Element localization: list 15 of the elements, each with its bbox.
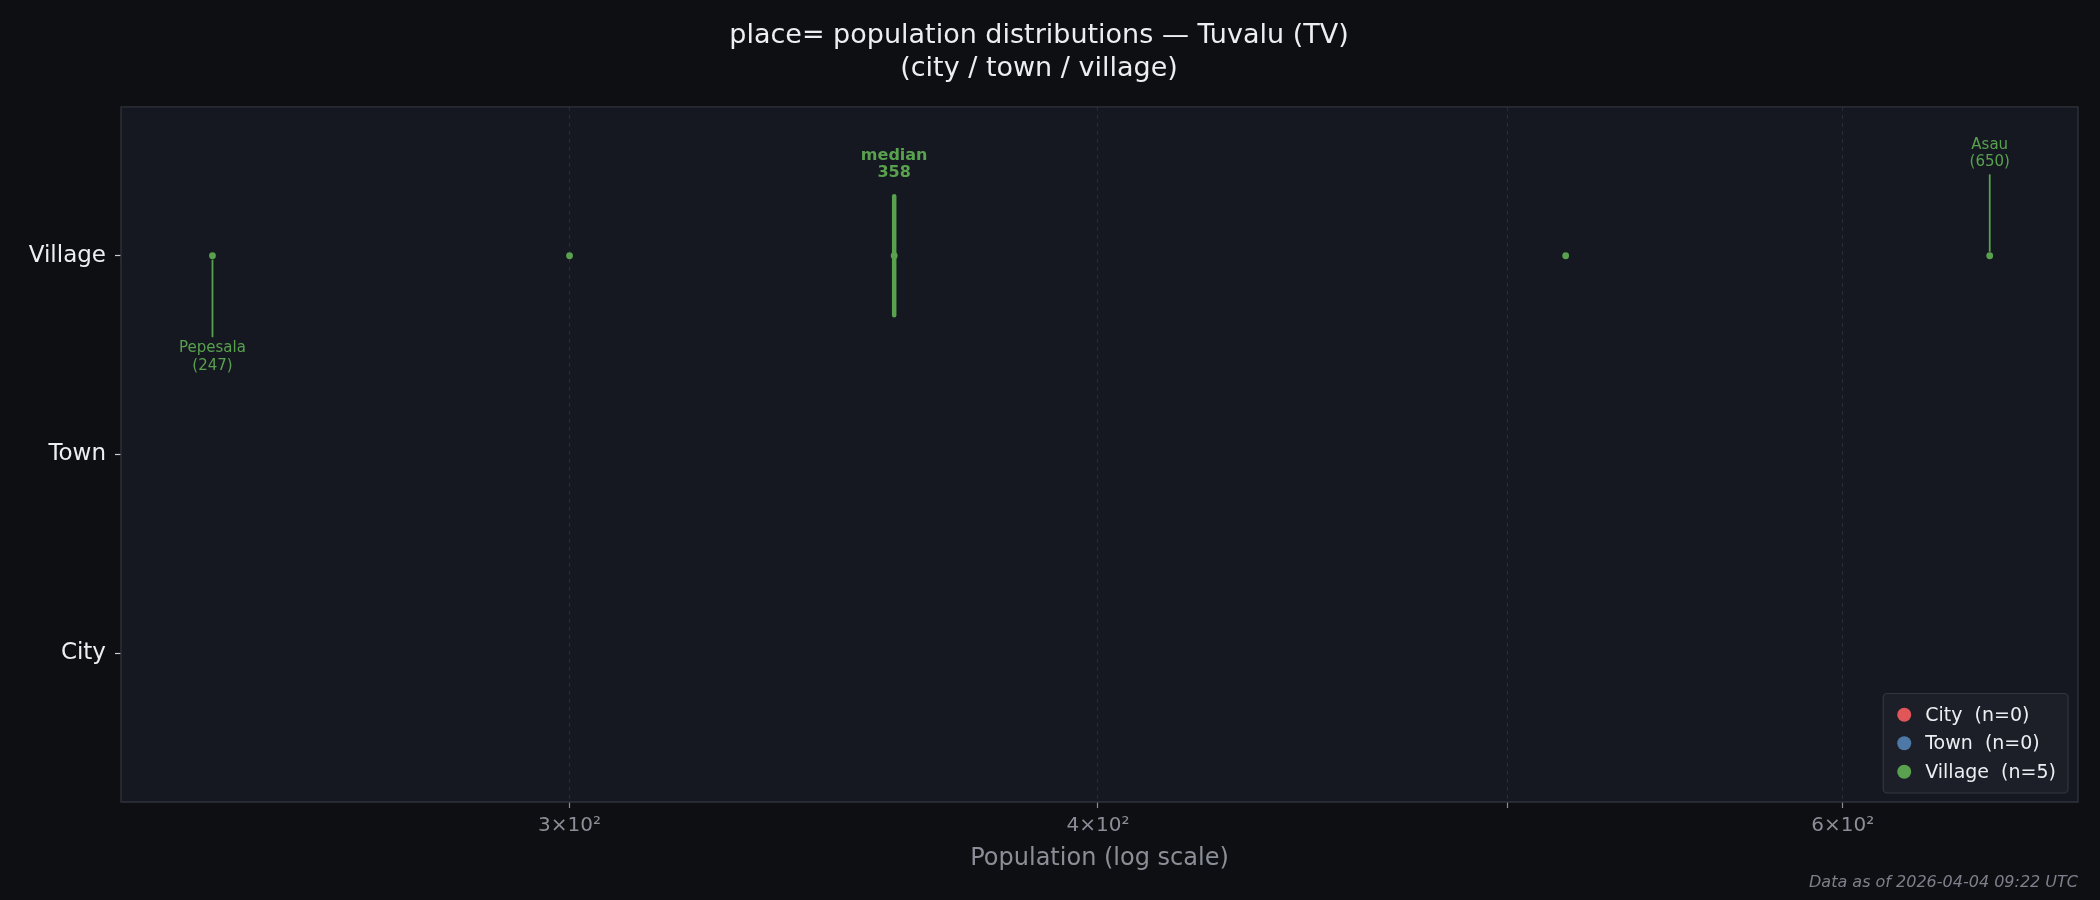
chart-title: place= population distributions — Tuvalu (TV) (city / town / village) <box>729 18 1349 82</box>
ref-line-label: median 358 <box>860 145 928 182</box>
legend-label: Village (n=5) <box>1925 759 2056 782</box>
y-tick-label: Village <box>28 240 106 267</box>
x-axis-title: Population (log scale) <box>970 842 1229 871</box>
y-tick-label: City <box>60 638 106 664</box>
legend-label: Town (n=0) <box>1924 731 2040 754</box>
annotation: Pepesala (247) <box>179 338 246 375</box>
text: Data as of 2026-04-04 09:22 UTC <box>1809 872 2079 892</box>
x-tick-label: 3×10² <box>538 812 602 837</box>
x-tick-label: 4×10² <box>1066 812 1130 837</box>
y-tick-label: Town <box>47 439 106 466</box>
legend-label: City (n=0) <box>1925 702 2030 725</box>
annotation: Asau (650) <box>1969 135 2010 171</box>
x-tick-label: 6×10² <box>1811 812 1875 837</box>
